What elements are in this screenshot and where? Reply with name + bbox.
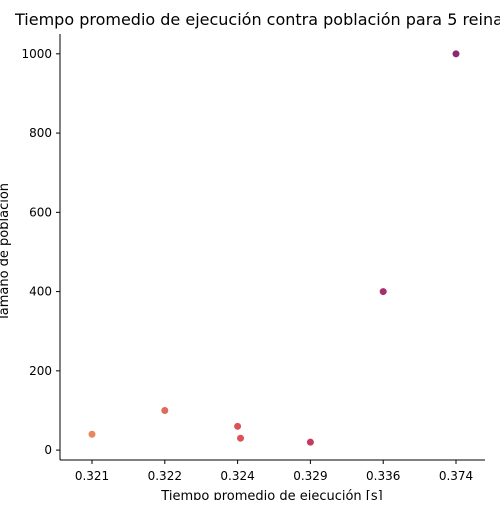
scatter-point xyxy=(379,288,387,296)
x-tick-label: 0.322 xyxy=(148,469,182,483)
scatter-point xyxy=(234,422,242,430)
scatter-point xyxy=(237,434,245,442)
x-tick-label: 0.336 xyxy=(366,469,400,483)
chart-title: Tiempo promedio de ejecución contra pobl… xyxy=(14,10,500,29)
x-tick-label: 0.329 xyxy=(293,469,327,483)
y-tick-label: 200 xyxy=(29,364,52,378)
scatter-point xyxy=(161,406,169,414)
scatter-point xyxy=(452,50,460,58)
scatter-point xyxy=(306,438,314,446)
scatter-point xyxy=(88,430,96,438)
x-tick-label: 0.321 xyxy=(75,469,109,483)
y-tick-label: 800 xyxy=(29,126,52,140)
y-tick-label: 0 xyxy=(44,443,52,457)
x-tick-label: 0.324 xyxy=(220,469,254,483)
y-tick-label: 600 xyxy=(29,205,52,219)
x-axis-label: Tiempo promedio de ejecución [s] xyxy=(160,489,382,500)
y-axis-ticks: 0 200 400 600 800 1000 xyxy=(21,47,60,457)
y-tick-label: 400 xyxy=(29,285,52,299)
x-axis-ticks: 0.321 0.322 0.324 0.329 0.336 0.374 xyxy=(75,460,473,483)
data-points xyxy=(88,50,460,446)
y-axis-label: Tamaño de población xyxy=(0,183,12,322)
y-tick-label: 1000 xyxy=(21,47,52,61)
x-tick-label: 0.374 xyxy=(439,469,473,483)
